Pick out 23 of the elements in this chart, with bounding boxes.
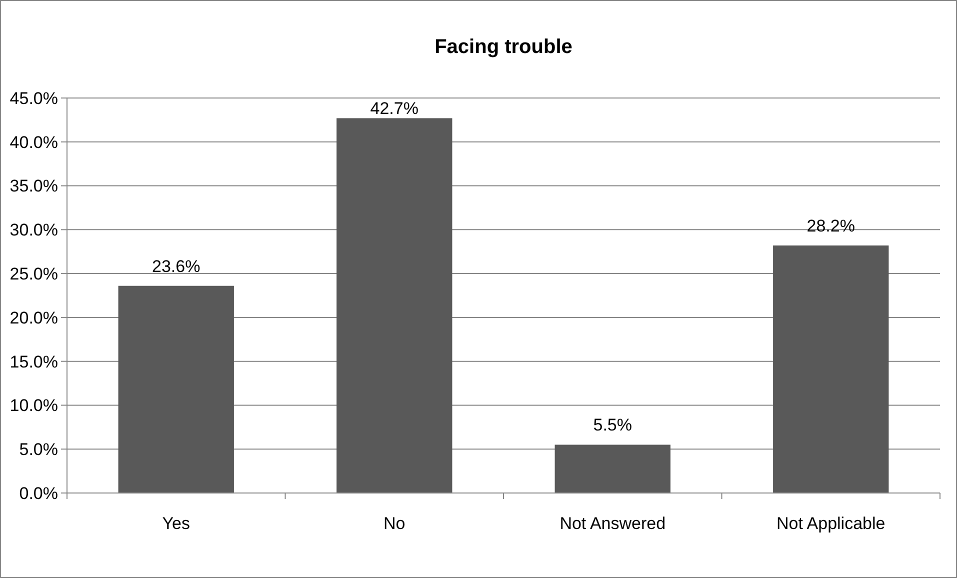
x-tick-label: Yes — [162, 514, 190, 533]
y-tick-label: 0.0% — [19, 484, 58, 503]
bar — [554, 444, 670, 493]
y-tick-label: 25.0% — [10, 264, 58, 284]
x-tick-label: No — [384, 514, 406, 533]
data-label: 23.6% — [152, 256, 200, 276]
bar — [336, 118, 452, 493]
data-label: 5.5% — [593, 416, 632, 435]
y-tick-label: 40.0% — [10, 132, 58, 152]
bar — [118, 286, 234, 493]
bar — [773, 245, 889, 493]
y-tick-label: 5.0% — [19, 440, 58, 460]
x-tick-label: Not Answered — [560, 514, 666, 533]
y-tick-label: 10.0% — [10, 396, 58, 416]
y-tick-label: 30.0% — [10, 220, 58, 240]
y-tick-label: 45.0% — [10, 88, 58, 108]
data-label: 42.7% — [370, 99, 418, 118]
y-tick-label: 20.0% — [10, 308, 58, 328]
y-tick-label: 15.0% — [10, 352, 58, 372]
chart-title: Facing trouble — [434, 36, 572, 58]
x-tick-label: Not Applicable — [776, 514, 886, 533]
y-tick-label: 35.0% — [10, 176, 58, 196]
data-label: 28.2% — [806, 216, 855, 236]
